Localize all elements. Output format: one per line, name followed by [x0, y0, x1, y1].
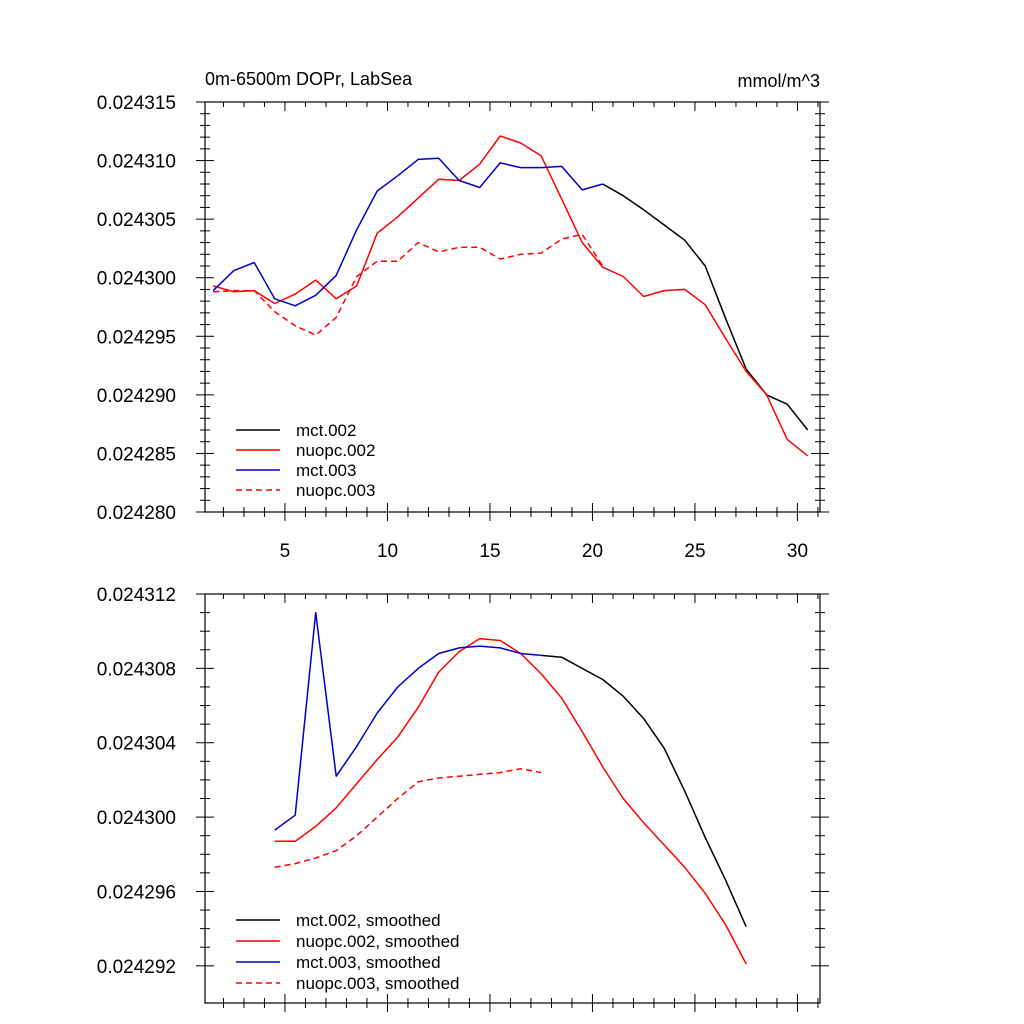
x-tick-label: 10 — [377, 541, 398, 562]
y-tick-label: 0.024308 — [97, 659, 176, 680]
series-line-mct-003-smoothed — [274, 611, 542, 831]
legend-label: mct.002 — [296, 421, 356, 440]
legend-label: mct.003, smoothed — [296, 953, 441, 972]
y-tick-label: 0.024310 — [97, 152, 176, 173]
y-tick-label: 0.024292 — [97, 957, 176, 978]
series-line-mct-002-smoothed — [541, 654, 747, 928]
x-tick-label: 20 — [582, 541, 603, 562]
y-tick-label: 0.024296 — [97, 882, 176, 903]
top-panel-title: 0m-6500m DOPr, LabSea — [205, 69, 413, 89]
legend-label: mct.002, smoothed — [296, 911, 441, 930]
y-tick-label: 0.024312 — [97, 585, 176, 606]
legend-label: nuopc.003 — [296, 481, 375, 500]
x-tick-label: 30 — [787, 541, 808, 562]
x-tick-label: 5 — [280, 541, 291, 562]
y-tick-label: 0.024295 — [97, 327, 176, 348]
top-panel: 0m-6500m DOPr, LabSea mmol/m^3 5 10 15 20 25… — [97, 69, 829, 562]
y-tick-label: 0.024290 — [97, 386, 176, 407]
y-tick-label: 0.024300 — [97, 269, 176, 290]
x-tick-label: 25 — [684, 541, 705, 562]
y-tick-label: 0.024315 — [97, 93, 176, 114]
bottom-panel: 0.024292 0.024296 0.024300 0.024304 0.024308… — [97, 585, 829, 1012]
series-line-mct-003 — [212, 157, 603, 307]
legend-label: nuopc.002 — [296, 441, 375, 460]
y-tick-label: 0.024304 — [97, 734, 177, 755]
series-line-nuopc-003 — [213, 233, 604, 336]
y-tick-label: 0.024280 — [97, 503, 176, 524]
top-panel-units: mmol/m^3 — [738, 71, 820, 91]
series-line-mct-002 — [602, 183, 809, 431]
y-tick-label: 0.024285 — [97, 444, 176, 465]
plot-frame — [204, 101, 821, 513]
legend-label: nuopc.002, smoothed — [296, 932, 460, 951]
legend-label: mct.003 — [296, 461, 356, 480]
series-line-nuopc-003-smoothed — [274, 768, 542, 869]
x-tick-label: 15 — [479, 541, 500, 562]
legend-label: nuopc.003, smoothed — [296, 974, 460, 993]
y-tick-label: 0.024300 — [97, 808, 176, 829]
series-line-nuopc-002-smoothed — [274, 637, 747, 965]
series-line-nuopc-002 — [212, 135, 809, 457]
y-tick-label: 0.024305 — [97, 210, 176, 231]
